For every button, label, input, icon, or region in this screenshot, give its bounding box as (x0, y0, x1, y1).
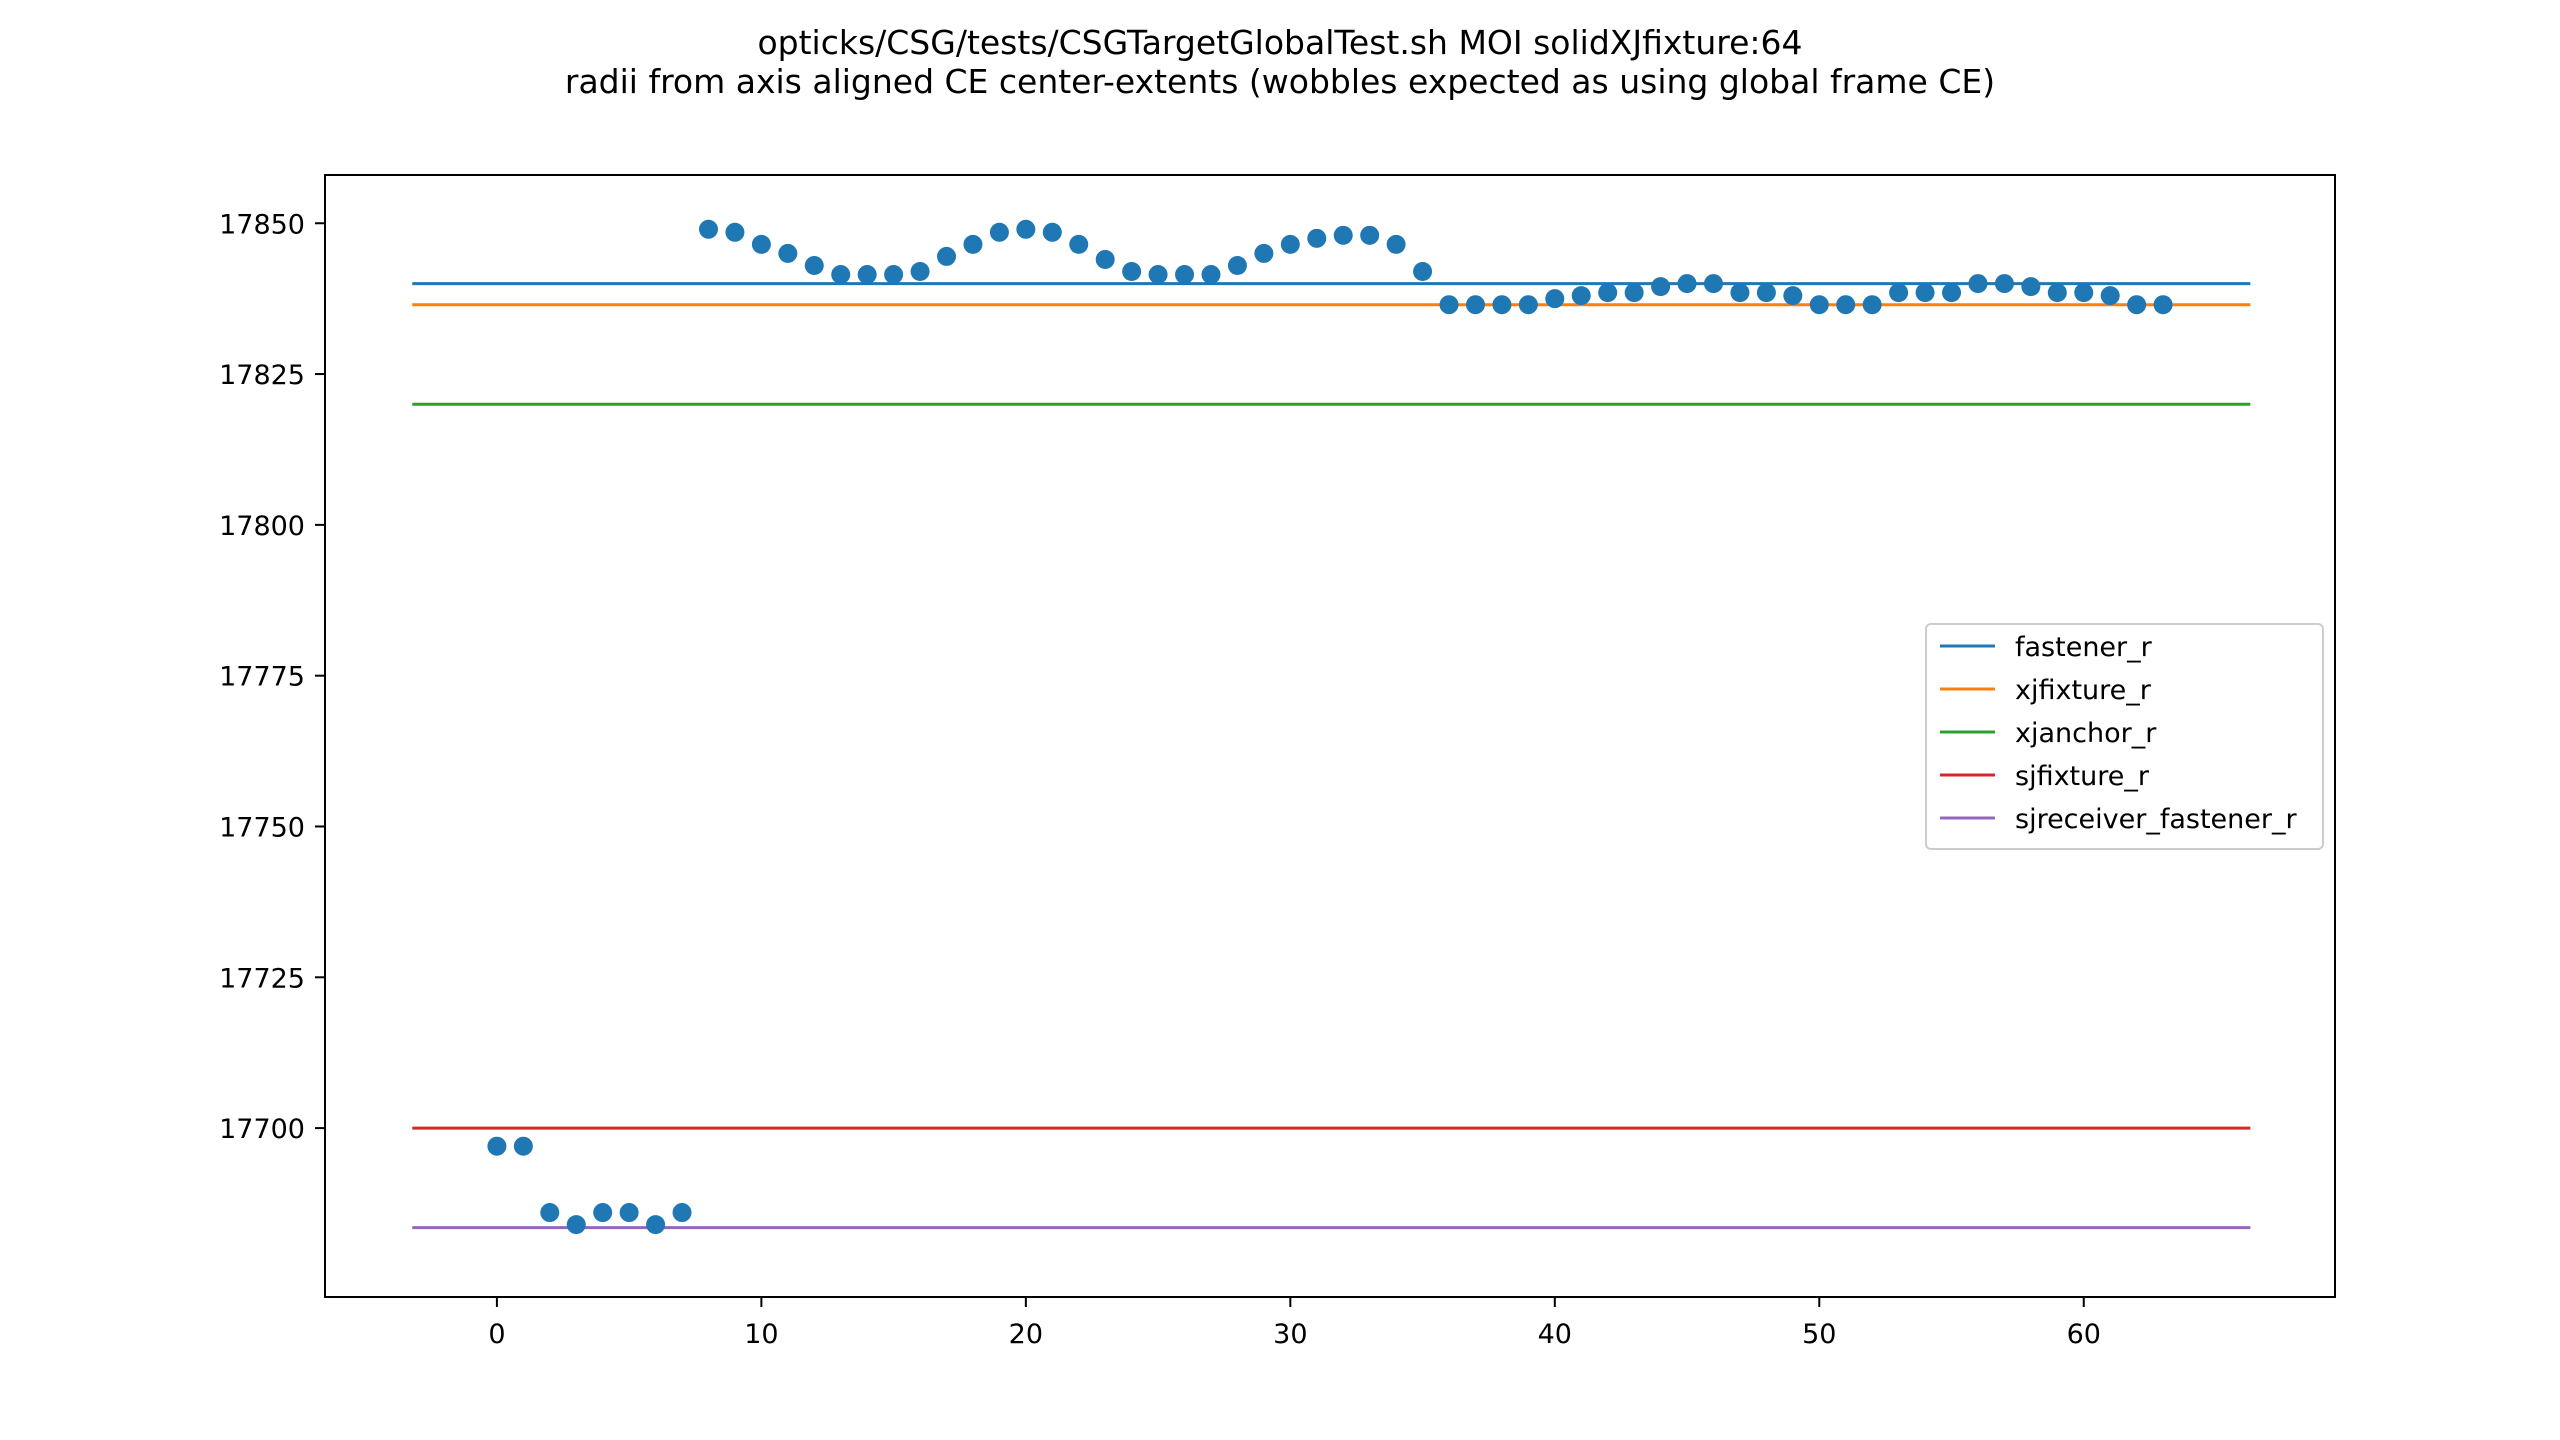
data-point-45 (1677, 274, 1697, 294)
data-point-18 (963, 234, 983, 254)
chart-title: opticks/CSG/tests/CSGTargetGlobalTest.sh… (757, 23, 1802, 62)
data-point-4 (593, 1203, 613, 1223)
x-tick-label: 10 (744, 1319, 778, 1350)
x-tick-label: 20 (1009, 1319, 1043, 1350)
legend-label-xjanchor-r: xjanchor_r (2015, 718, 2157, 749)
data-point-40 (1545, 289, 1565, 309)
y-tick-label: 17850 (219, 209, 305, 240)
legend-label-fastener-r: fastener_r (2015, 632, 2153, 663)
data-point-21 (1042, 222, 1062, 242)
legend-label-xjfixture-r: xjfixture_r (2015, 675, 2152, 706)
data-point-2 (540, 1203, 560, 1223)
legend-box (1925, 623, 2324, 850)
data-point-14 (857, 265, 877, 285)
x-tick-label: 30 (1273, 1319, 1307, 1350)
scatter-points (487, 219, 2173, 1235)
data-point-1 (513, 1136, 533, 1156)
data-point-34 (1386, 234, 1406, 254)
data-point-58 (2021, 277, 2041, 297)
data-point-43 (1624, 283, 1644, 303)
data-point-60 (2074, 283, 2094, 303)
data-point-29 (1254, 243, 1274, 263)
data-point-57 (1994, 274, 2014, 294)
y-tick-label: 17725 (219, 963, 305, 994)
data-point-50 (1809, 295, 1829, 315)
y-tick-label: 17700 (219, 1114, 305, 1145)
y-tick-label: 17800 (219, 511, 305, 542)
data-point-42 (1598, 283, 1618, 303)
data-point-35 (1413, 262, 1433, 282)
data-point-33 (1360, 225, 1380, 245)
data-point-16 (910, 262, 930, 282)
data-point-6 (646, 1215, 666, 1235)
data-point-20 (1016, 219, 1036, 239)
y-axis: 17700 17725 17750 17775 17800 17825 17850 (219, 209, 325, 1145)
x-tick-label: 0 (488, 1319, 505, 1350)
legend-label-sjfixture-r: sjfixture_r (2015, 761, 2150, 792)
data-point-44 (1651, 277, 1671, 297)
data-point-7 (672, 1203, 692, 1223)
data-point-15 (884, 265, 904, 285)
data-point-53 (1889, 283, 1909, 303)
data-point-38 (1492, 295, 1512, 315)
data-point-48 (1756, 283, 1776, 303)
x-tick-label: 50 (1802, 1319, 1836, 1350)
data-point-59 (2047, 283, 2067, 303)
reference-lines (412, 282, 2251, 1230)
data-point-37 (1465, 295, 1485, 315)
data-point-17 (937, 246, 957, 266)
data-point-47 (1730, 283, 1750, 303)
data-point-19 (989, 222, 1009, 242)
axes-frame (324, 174, 2336, 1298)
data-point-56 (1968, 274, 1988, 294)
data-point-63 (2153, 295, 2173, 315)
data-point-32 (1333, 225, 1353, 245)
data-point-25 (1148, 265, 1168, 285)
y-tick-label: 17825 (219, 360, 305, 391)
legend: fastener_r xjfixture_r xjanchor_r sjfixture… (1925, 623, 2324, 850)
data-point-28 (1227, 255, 1247, 275)
x-tick-label: 40 (1538, 1319, 1572, 1350)
data-point-10 (751, 234, 771, 254)
legend-label-sjreceiver-fastener-r: sjreceiver_fastener_r (2015, 804, 2297, 835)
data-point-62 (2127, 295, 2147, 315)
data-point-31 (1307, 228, 1327, 248)
data-point-22 (1069, 234, 1089, 254)
data-point-0 (487, 1136, 507, 1156)
data-point-46 (1703, 274, 1723, 294)
data-point-49 (1783, 286, 1803, 306)
data-point-23 (1095, 249, 1115, 269)
x-axis: 0 10 20 30 40 50 60 (488, 1297, 2101, 1350)
data-point-52 (1862, 295, 1882, 315)
plot-area: 0 10 20 30 40 50 60 17700177251775017775178001… (219, 174, 2336, 1350)
data-point-9 (725, 222, 745, 242)
data-point-5 (619, 1203, 639, 1223)
data-point-54 (1915, 283, 1935, 303)
data-point-11 (778, 243, 798, 263)
data-point-55 (1942, 283, 1962, 303)
data-point-41 (1571, 286, 1591, 306)
data-point-12 (804, 255, 824, 275)
y-tick-label: 17775 (219, 662, 305, 693)
data-point-27 (1201, 265, 1221, 285)
y-tick-label: 17750 (219, 812, 305, 843)
data-point-61 (2100, 286, 2120, 306)
x-tick-label: 60 (2067, 1319, 2101, 1350)
data-point-36 (1439, 295, 1459, 315)
data-point-26 (1175, 265, 1195, 285)
data-point-51 (1836, 295, 1856, 315)
data-point-13 (831, 265, 851, 285)
data-point-3 (566, 1215, 586, 1235)
data-point-39 (1518, 295, 1538, 315)
chart-subtitle: radii from axis aligned CE center-extent… (565, 62, 1995, 101)
data-point-30 (1280, 234, 1300, 254)
data-point-8 (698, 219, 718, 239)
data-point-24 (1122, 262, 1142, 282)
